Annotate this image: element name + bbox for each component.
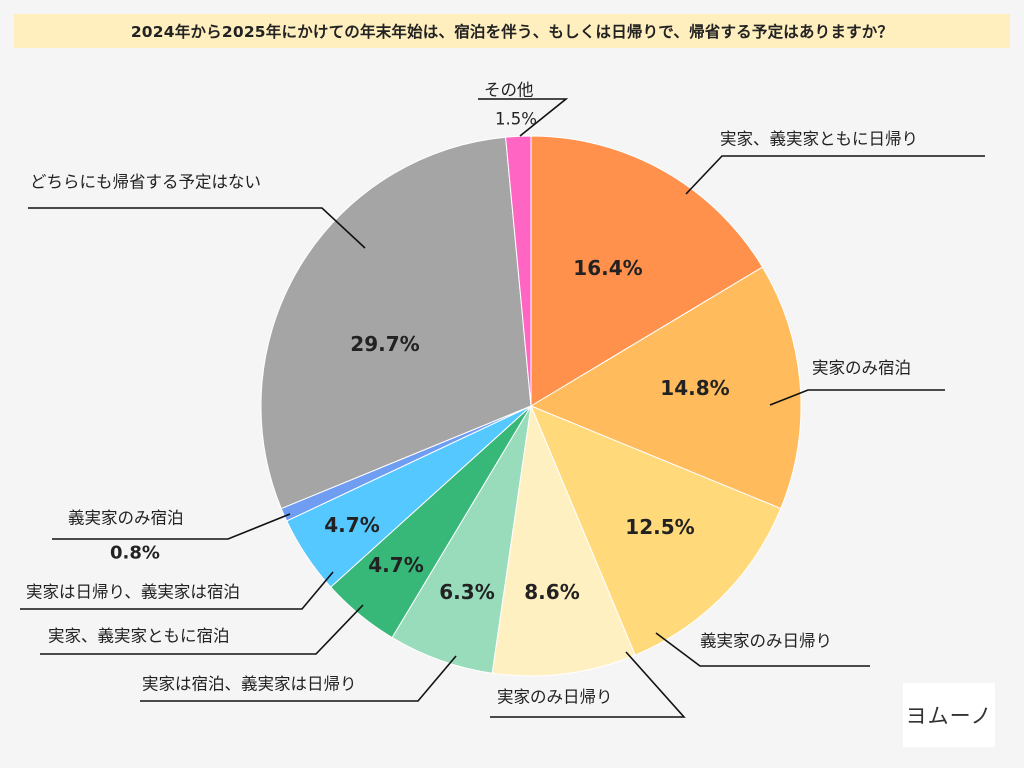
chart-title-bar: 2024年から2025年にかけての年末年始は、宿泊を伴う、もしくは日帰りで、帰省…: [14, 14, 1010, 48]
leader-line-1: [769, 389, 945, 406]
pie-slice-1: [529, 266, 802, 510]
pie-slice-9: [505, 135, 532, 407]
pie-slice-8: [260, 136, 532, 510]
slice-value-label-6: 4.7%: [324, 513, 379, 537]
leader-line-2: [655, 632, 870, 667]
leader-line-3: [490, 651, 686, 718]
slice-value-label-4: 6.3%: [439, 580, 494, 604]
slice-category-label-4: 実家は宿泊、義実家は日帰り: [142, 675, 357, 694]
pie-slice-0: [530, 135, 764, 407]
pie-slice-3: [491, 404, 636, 677]
pie-slice-2: [530, 405, 782, 656]
slice-value-label-7: 0.8%: [110, 543, 160, 564]
slice-category-label-0: 実家、義実家ともに日帰り: [720, 130, 918, 149]
slice-value-label-1: 14.8%: [660, 376, 729, 400]
slice-value-label-5: 4.7%: [368, 553, 423, 577]
chart-title: 2024年から2025年にかけての年末年始は、宿泊を伴う、もしくは日帰りで、帰省…: [130, 23, 894, 41]
slice-value-label-8: 29.7%: [350, 332, 419, 356]
slice-value-label-2: 12.5%: [625, 515, 694, 539]
slice-category-label-3: 実家のみ日帰り: [497, 688, 613, 707]
slice-category-label-8: どちらにも帰省する予定はない: [30, 173, 261, 192]
slice-category-label-7: 義実家のみ宿泊: [68, 509, 184, 528]
slice-value-label-3: 8.6%: [524, 580, 579, 604]
leader-line-9: [478, 98, 569, 137]
leader-line-4: [140, 655, 457, 702]
slice-category-label-9: その他: [484, 81, 534, 100]
slice-value-label-0: 16.4%: [573, 256, 642, 280]
leader-line-0: [685, 155, 985, 195]
logo-text: ヨムーノ: [905, 704, 993, 728]
leader-line-7: [52, 513, 291, 540]
leader-line-5: [40, 604, 364, 655]
slice-category-label-6: 実家は日帰り、義実家は宿泊: [26, 583, 240, 602]
leader-line-6: [20, 571, 334, 610]
slice-category-label-1: 実家のみ宿泊: [812, 359, 911, 378]
brand-logo: ヨムーノ: [903, 683, 995, 747]
slice-category-label-5: 実家、義実家ともに宿泊: [48, 627, 230, 646]
slice-value-label-9: 1.5%: [495, 110, 537, 129]
slice-category-label-2: 義実家のみ日帰り: [700, 632, 832, 651]
leader-line-8: [28, 207, 366, 249]
